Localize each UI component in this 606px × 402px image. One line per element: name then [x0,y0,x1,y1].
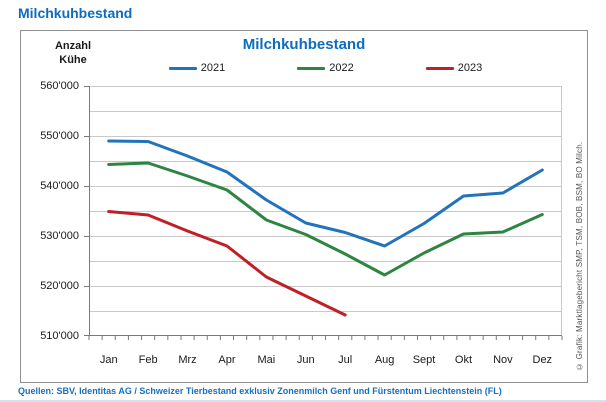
legend-label-2022: 2022 [329,62,354,74]
source-line: Quellen: SBV, Identitas AG / Schweizer T… [18,386,502,396]
x-tick-label: Jul [338,354,353,366]
chart-box: Anzahl Kühe Milchkuhbestand 2021 2022 20… [20,30,588,383]
y-tick-label: 550'000 [40,130,79,142]
x-tick-label: Sept [412,354,436,366]
legend-swatch-2021-icon [168,66,197,70]
plot-svg [84,86,563,340]
x-tick-label: Jan [99,354,118,366]
legend-swatch-2023-icon [425,66,454,70]
y-tick-label: 530'000 [40,230,79,242]
legend-label-2021: 2021 [200,62,226,74]
y-tick-label: 520'000 [40,280,79,292]
x-tick-label: Feb [138,354,158,366]
y-axis-unit-label: Anzahl Kühe [41,39,105,68]
x-tick-label: Dez [532,354,553,366]
chart-title: Milchkuhbestand [242,36,366,53]
x-tick-label: Mrz [178,354,197,366]
x-tick-label: Okt [454,354,473,366]
y-tick-label: 540'000 [40,180,79,192]
series-line-2023 [107,210,347,317]
series-line-2022 [107,161,544,277]
x-tick-label: Nov [493,354,513,366]
legend-swatch-2022-icon [297,66,326,70]
plot-area [84,86,563,340]
page-title: Milchkuhbestand [18,5,133,21]
legend-item-2021: 2021 [168,62,226,74]
bottom-divider [0,400,606,402]
y-tick-label: 560'000 [40,80,79,92]
x-tick-label: Mai [257,354,276,366]
legend: 2021 2022 2023 [89,62,562,74]
y-axis-unit-line1: Anzahl [54,40,92,52]
y-axis-unit-line2: Kühe [59,54,87,67]
copyright-note: © Grafik: Marktlagebericht SMP, TSM, BOB… [575,141,584,371]
series-line-2021 [107,139,544,248]
x-tick-label: Aug [374,354,395,366]
legend-item-2022: 2022 [297,62,354,74]
legend-item-2023: 2023 [425,62,483,74]
legend-label-2023: 2023 [457,62,483,74]
x-tick-label: Jun [296,354,315,366]
x-tick-label: Apr [218,354,236,366]
y-tick-label: 510'000 [40,330,79,342]
